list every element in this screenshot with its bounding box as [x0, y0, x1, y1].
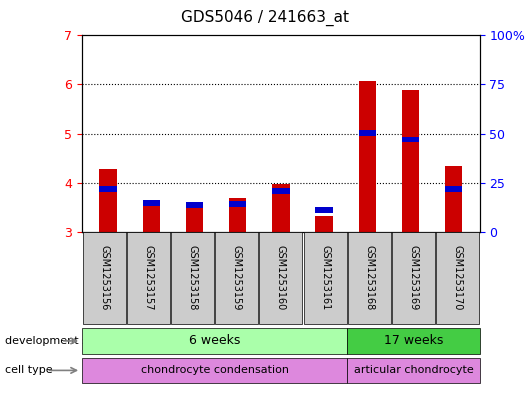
Bar: [445, 165, 462, 232]
Text: GSM1253158: GSM1253158: [188, 245, 198, 311]
Bar: [359, 130, 376, 136]
Bar: [445, 185, 462, 191]
Bar: [402, 136, 419, 142]
Text: GSM1253160: GSM1253160: [276, 245, 286, 311]
Text: GSM1253168: GSM1253168: [364, 245, 374, 311]
Text: GSM1253170: GSM1253170: [453, 245, 463, 311]
Bar: [315, 207, 333, 213]
Text: GSM1253161: GSM1253161: [320, 245, 330, 311]
Text: development stage: development stage: [5, 336, 113, 346]
Bar: [186, 202, 203, 232]
Bar: [402, 90, 419, 232]
Bar: [186, 202, 203, 208]
Text: 17 weeks: 17 weeks: [384, 334, 443, 347]
Text: cell type: cell type: [5, 365, 53, 375]
Text: 6 weeks: 6 weeks: [189, 334, 240, 347]
Text: GSM1253169: GSM1253169: [409, 245, 418, 311]
Text: GSM1253157: GSM1253157: [144, 245, 153, 311]
Bar: [229, 201, 246, 207]
Text: chondrocyte condensation: chondrocyte condensation: [140, 365, 289, 375]
Text: GSM1253159: GSM1253159: [232, 245, 242, 311]
Bar: [272, 184, 289, 232]
Bar: [359, 81, 376, 232]
Text: GDS5046 / 241663_at: GDS5046 / 241663_at: [181, 10, 349, 26]
Text: articular chondrocyte: articular chondrocyte: [354, 365, 473, 375]
Text: GSM1253156: GSM1253156: [99, 245, 109, 311]
Bar: [272, 187, 289, 193]
Bar: [100, 169, 117, 232]
Bar: [143, 200, 160, 206]
Bar: [143, 200, 160, 232]
Bar: [229, 198, 246, 232]
Bar: [100, 185, 117, 191]
Bar: [315, 216, 333, 232]
